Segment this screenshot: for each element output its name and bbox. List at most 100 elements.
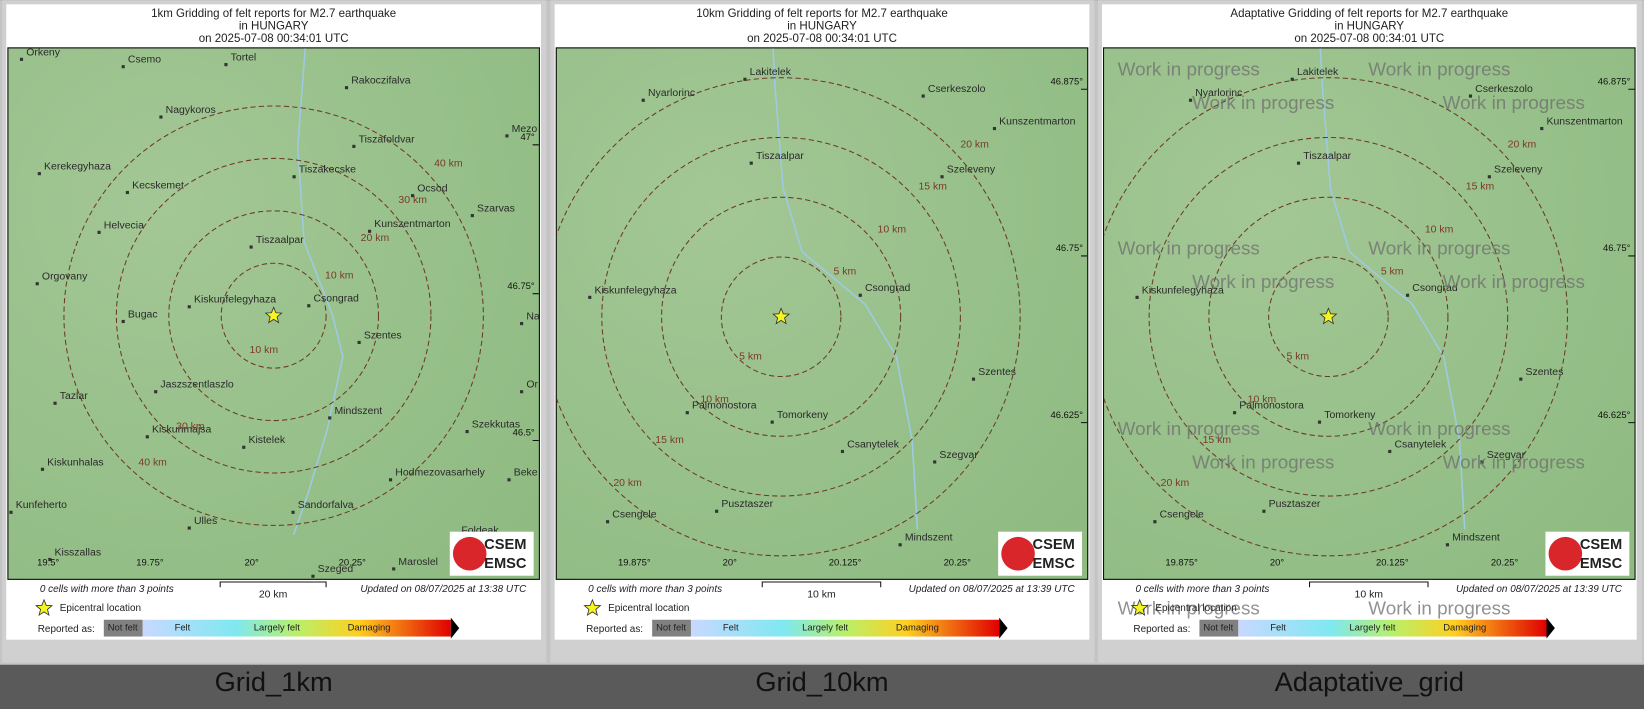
terrain — [1104, 48, 1635, 579]
town-label: Tazlar — [60, 391, 88, 402]
town-label: Mezo — [512, 124, 538, 135]
legend-epicenter: Epicentral location — [608, 603, 689, 614]
distance-label: 40 km — [434, 158, 463, 169]
distance-circle — [1208, 196, 1449, 437]
logo-emblem — [452, 536, 487, 571]
epicenter-star — [264, 306, 283, 324]
epicenter-star — [772, 307, 791, 325]
watermark: Work in progress — [1118, 58, 1260, 79]
logo-text: EMSC — [1580, 556, 1623, 572]
not-felt-box — [652, 619, 691, 637]
distance-label: 15 km — [655, 435, 684, 446]
town-marker — [154, 390, 158, 394]
town-label: Nagykoros — [166, 105, 216, 116]
town-label: Kiskunfelegyhaza — [1142, 285, 1224, 296]
town-label: Szarvas — [477, 204, 515, 215]
lon-label: 20° — [1270, 557, 1284, 568]
town-marker — [19, 57, 24, 61]
cells-note: 0 cells with more than 3 points — [588, 584, 722, 595]
town-label: Kiskunhalas — [47, 457, 103, 468]
scale-label: 10 km — [807, 589, 836, 600]
intensity-level: Largely felt — [1349, 622, 1395, 633]
town-label: Szentes — [364, 330, 402, 341]
intensity-level: Largely felt — [254, 622, 300, 633]
intensity-level: Not felt — [656, 622, 686, 633]
town-marker — [187, 305, 191, 309]
town-marker — [1317, 420, 1322, 424]
town-marker — [1290, 77, 1294, 81]
river — [772, 48, 919, 530]
logo-text: CSEM — [1033, 537, 1075, 553]
lon-label: 20.125° — [1376, 557, 1409, 568]
town-marker — [940, 175, 944, 179]
distance-label: 20 km — [1508, 140, 1537, 151]
lon-label: 20.25° — [944, 557, 972, 568]
town-marker — [311, 574, 315, 578]
lat-label: 46.75° — [1603, 242, 1631, 253]
town-marker — [411, 194, 415, 198]
town-marker — [465, 429, 469, 434]
town-label: Nyarlorinc — [648, 88, 695, 99]
town-marker — [1468, 94, 1473, 98]
distance-label: 40 km — [138, 457, 167, 468]
lon-label: 20.25° — [339, 557, 367, 568]
distance-circle — [661, 196, 902, 437]
distance-label: 20 km — [613, 478, 642, 489]
panel-caption: Grid_1km — [215, 666, 333, 697]
town-label: Kiskunfelegyhaza — [194, 295, 276, 306]
cells-note: 0 cells with more than 3 points — [1135, 584, 1269, 595]
town-marker — [1445, 543, 1449, 547]
distance-label: 10 km — [325, 271, 354, 282]
distance-label: 20 km — [960, 140, 989, 151]
town-marker — [35, 282, 39, 286]
map-title: Adaptative Gridding of felt reports for … — [1230, 8, 1508, 20]
town-marker — [121, 319, 125, 324]
lat-label: 46.75° — [1056, 242, 1084, 253]
lon-label: 19.5° — [37, 557, 59, 568]
town-marker — [1262, 509, 1266, 513]
distance-circle — [601, 136, 961, 497]
legend-reported: Reported as: — [38, 624, 95, 635]
intensity-level: Damaging — [896, 622, 939, 633]
town-marker — [344, 86, 349, 90]
updated-note: Updated on 08/07/2025 at 13:39 UTC — [909, 584, 1076, 595]
town-label: Szentes — [1526, 367, 1564, 378]
logo-text: CSEM — [484, 537, 526, 553]
town-label: Bugac — [128, 309, 158, 320]
river — [1319, 48, 1466, 530]
distance-label: 5 km — [739, 351, 762, 362]
distance-circle — [1268, 256, 1389, 378]
scale-label: 10 km — [1355, 589, 1384, 600]
town-marker — [1135, 295, 1139, 299]
distance-label: 10 km — [878, 224, 907, 235]
distance-circle — [220, 262, 327, 369]
intensity-bar — [690, 619, 1000, 637]
town-marker — [1519, 377, 1523, 381]
town-label: Csongrad — [865, 283, 911, 294]
town-label: Kistelek — [248, 435, 285, 446]
town-label: Csanytelek — [1394, 439, 1447, 450]
distance-label: 10 km — [250, 345, 279, 356]
town-label: Tiszaalpar — [756, 151, 804, 162]
town-marker — [242, 445, 246, 449]
logo-text: EMSC — [484, 556, 527, 572]
town-label: Kiskunfelegyhaza — [594, 285, 676, 296]
epicenter-star — [1319, 307, 1338, 325]
town-label: Kunfeherto — [16, 500, 67, 511]
town-label: Tiszaalpar — [256, 235, 304, 246]
lat-label: 46.5° — [513, 427, 535, 438]
town-label: Pusztaszer — [1269, 499, 1321, 510]
panel-caption: Grid_10km — [755, 666, 888, 697]
town-label: Kisszallas — [55, 547, 102, 558]
logo-text: CSEM — [1580, 537, 1622, 553]
watermark: Work in progress — [1368, 418, 1510, 439]
town-marker — [1480, 460, 1484, 464]
distance-label: 30 km — [398, 195, 427, 206]
town-marker — [921, 94, 925, 98]
town-label: Tomorkeny — [1324, 410, 1376, 421]
town-label: Cserkeszolo — [928, 84, 986, 95]
river — [292, 48, 344, 536]
panel: 10km Gridding of felt reports for M2.7 e… — [550, 0, 1095, 663]
town-marker — [292, 175, 296, 179]
intensity-level: Damaging — [1443, 622, 1486, 633]
